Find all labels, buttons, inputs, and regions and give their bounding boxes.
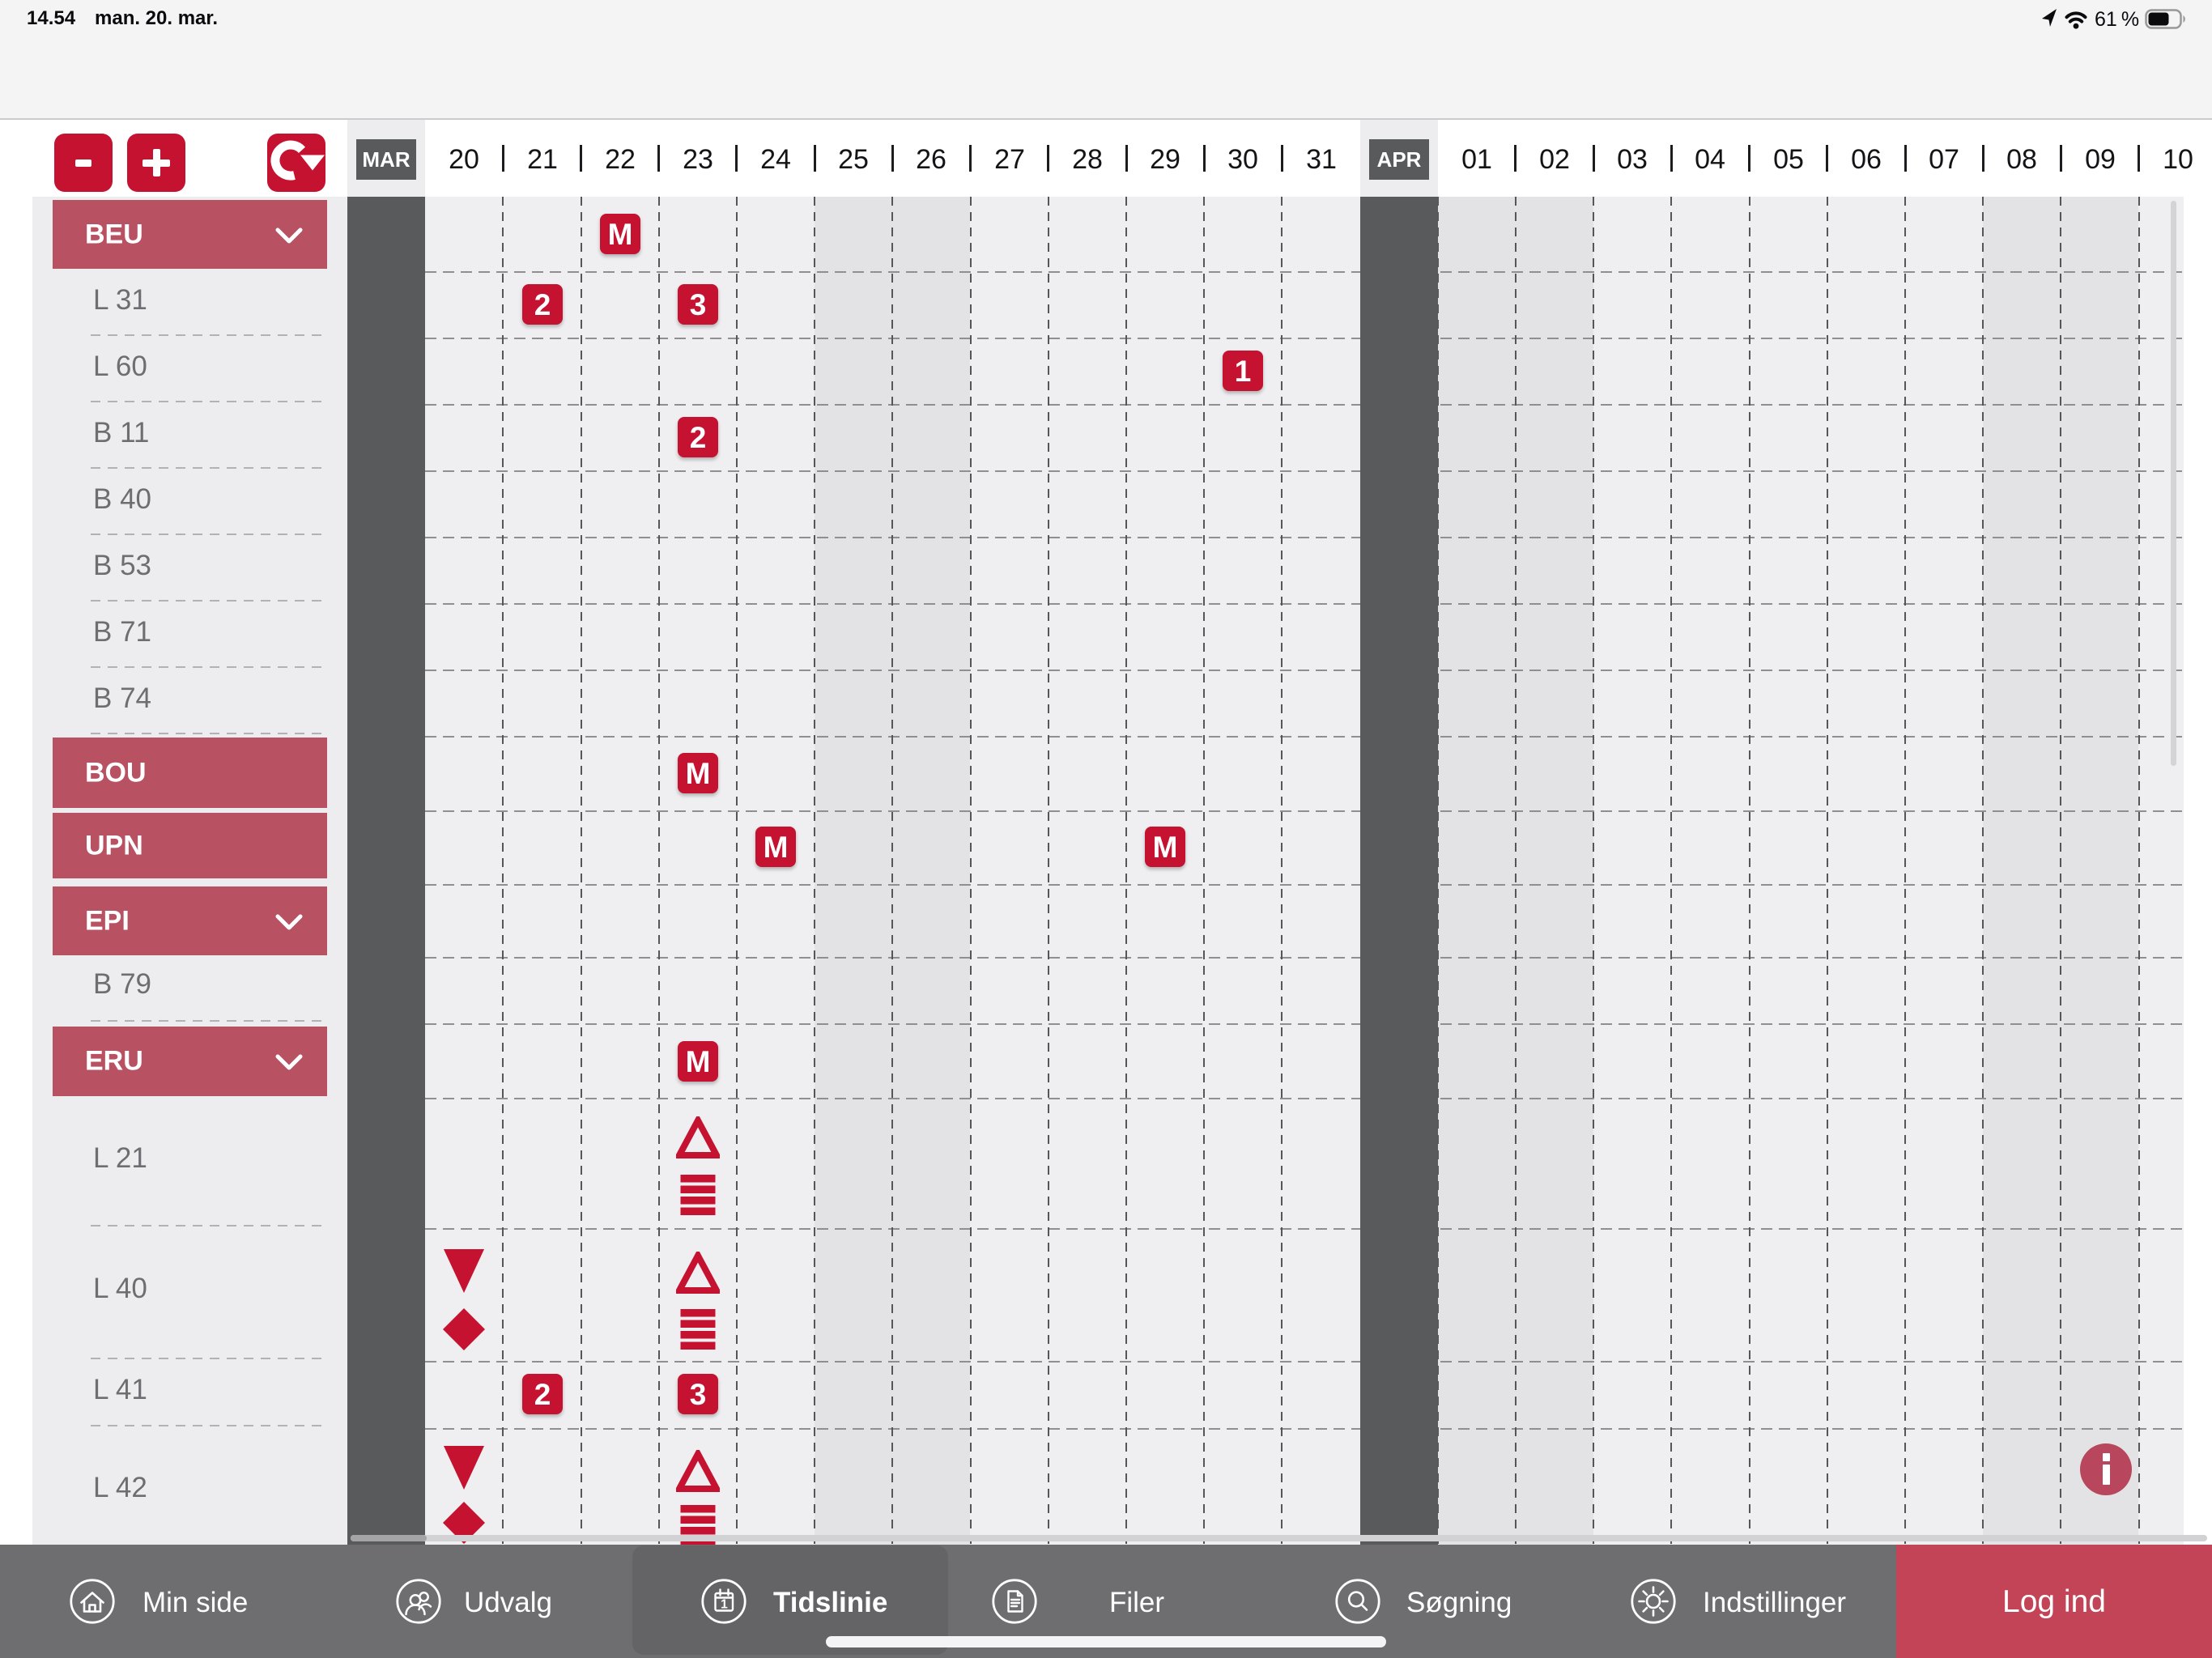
svg-text:61 %: 61 % [2095,8,2139,31]
svg-text:1: 1 [721,1598,728,1612]
